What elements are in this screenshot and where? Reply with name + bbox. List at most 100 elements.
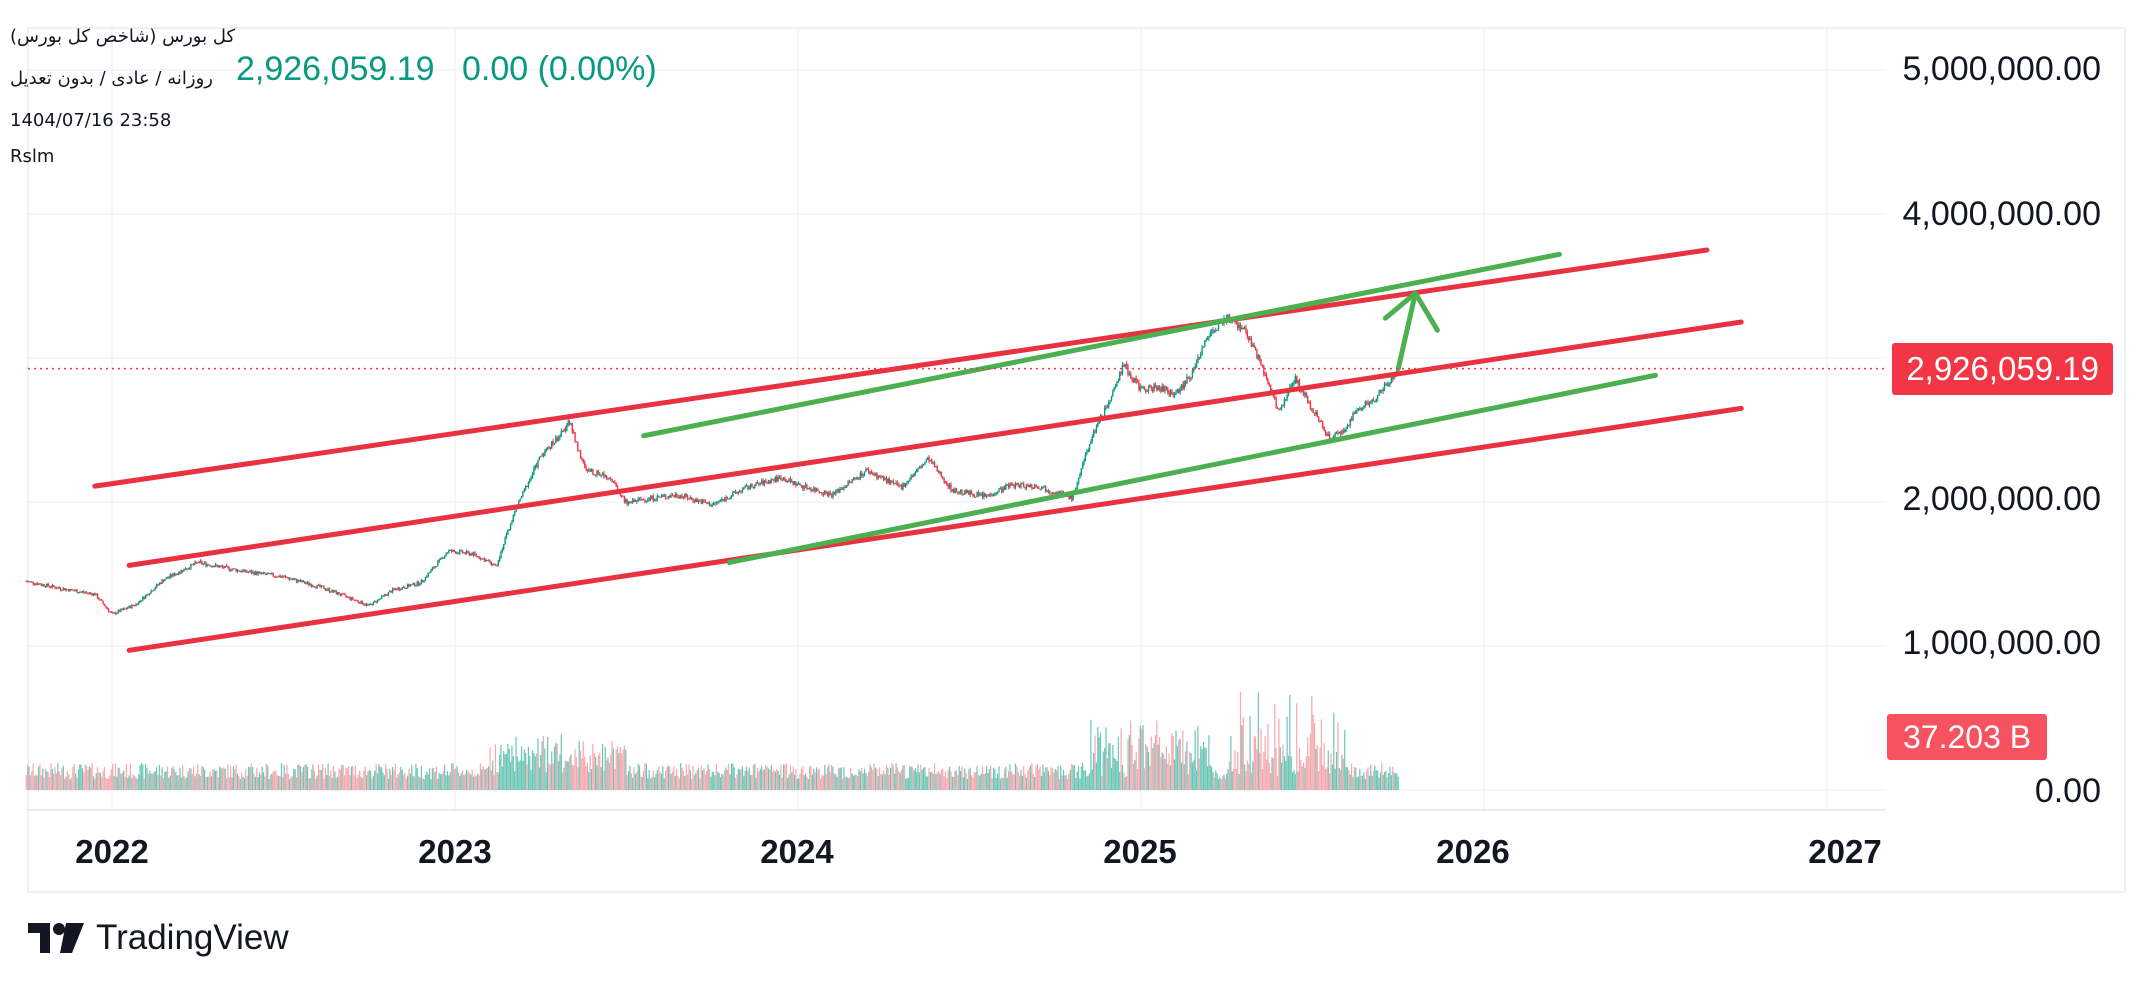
price-candle xyxy=(157,584,159,586)
price-candle xyxy=(652,495,654,501)
price-candle xyxy=(39,583,41,585)
volume-bar xyxy=(55,773,58,790)
volume-bar xyxy=(1392,766,1394,790)
volume-bar xyxy=(691,778,693,790)
volume-bar xyxy=(273,771,276,790)
volume-bar xyxy=(641,777,643,790)
volume-bar xyxy=(917,764,919,790)
volume-bar xyxy=(1338,767,1340,790)
price-candle xyxy=(117,610,119,614)
volume-bar xyxy=(228,777,230,790)
volume-bar xyxy=(846,776,848,790)
price-candle xyxy=(780,477,782,480)
volume-bar xyxy=(729,774,731,790)
volume-bar xyxy=(741,766,744,790)
volume-bar xyxy=(1027,770,1029,790)
volume-bar xyxy=(258,772,261,790)
volume-bar xyxy=(389,768,391,790)
volume-bar xyxy=(548,763,550,790)
volume-bar xyxy=(306,766,309,790)
volume-bar xyxy=(788,774,790,790)
volume-bar xyxy=(892,765,894,790)
price-candle xyxy=(634,500,637,502)
green-arrow-head xyxy=(1382,290,1440,333)
volume-bar xyxy=(586,762,588,790)
chart-settings: روزانه / عادی / بدون تعدیل xyxy=(10,68,213,89)
price-candle xyxy=(631,499,634,503)
price-candle xyxy=(562,430,564,432)
volume-bar xyxy=(1032,773,1034,790)
price-candle xyxy=(301,580,303,583)
volume-bar xyxy=(564,760,567,790)
volume-bar xyxy=(61,767,63,790)
volume-bar xyxy=(1024,774,1026,790)
tradingview-brand[interactable]: TradingView xyxy=(28,918,289,958)
volume-bar xyxy=(241,772,243,790)
price-candle xyxy=(66,589,69,591)
price-candle xyxy=(813,488,815,491)
volume-bar xyxy=(252,766,254,790)
price-candle xyxy=(1267,378,1269,383)
volume-bar xyxy=(887,767,889,790)
volume-bar xyxy=(134,775,136,790)
volume-bar xyxy=(1263,751,1265,790)
volume-bar xyxy=(599,753,601,790)
volume-bar xyxy=(99,772,101,790)
price-candle xyxy=(721,498,723,501)
volume-bar xyxy=(42,768,44,790)
price-candle xyxy=(416,581,418,586)
volume-bar xyxy=(1316,745,1318,790)
price-candle xyxy=(762,480,764,485)
price-candle xyxy=(999,488,1002,490)
volume-bar xyxy=(494,744,497,790)
price-candle xyxy=(1367,402,1369,405)
volume-bar xyxy=(965,773,967,790)
price-candle xyxy=(596,470,598,475)
price-candle xyxy=(910,475,912,480)
price-candle xyxy=(664,495,667,498)
price-candle xyxy=(88,592,91,594)
price-candle xyxy=(877,476,879,479)
volume-bar xyxy=(1160,757,1162,790)
price-candle xyxy=(409,584,412,587)
price-axis-label: 5,000,000.00 xyxy=(1902,50,2101,88)
price-candle xyxy=(317,584,320,586)
volume-bar xyxy=(301,772,303,790)
price-axis-label: 1,000,000.00 xyxy=(1902,624,2101,662)
price-candle xyxy=(122,608,125,610)
volume-bar xyxy=(1145,744,1147,790)
price-candle xyxy=(623,496,626,503)
volume-bar xyxy=(707,764,709,790)
volume-bar xyxy=(385,764,387,790)
volume-bar xyxy=(142,764,144,790)
volume-bar xyxy=(545,772,547,790)
price-candle xyxy=(814,488,816,492)
price-candle xyxy=(1315,411,1317,415)
price-candle xyxy=(1186,376,1188,384)
price-candle xyxy=(932,462,934,464)
price-candle xyxy=(268,573,270,575)
price-candle xyxy=(35,583,37,585)
price-candle xyxy=(310,584,313,587)
volume-bar xyxy=(283,764,285,790)
volume-bar xyxy=(1120,728,1122,790)
price-candle xyxy=(1252,344,1254,347)
price-candle xyxy=(658,495,660,497)
volume-bar xyxy=(1174,759,1176,790)
price-candle xyxy=(442,557,445,559)
price-candle xyxy=(467,551,469,553)
volume-bar xyxy=(837,768,840,790)
price-candle xyxy=(405,588,407,590)
volume-bar xyxy=(411,764,413,790)
price-candle xyxy=(795,481,797,486)
price-candle xyxy=(1160,388,1162,392)
volume-bar xyxy=(354,765,357,790)
volume-bar xyxy=(92,776,95,790)
price-candle xyxy=(1164,386,1166,392)
price-candle xyxy=(994,494,996,496)
trend-channel-drawings[interactable] xyxy=(92,247,1744,653)
price-candle xyxy=(461,550,464,554)
volume-bar xyxy=(1212,771,1214,790)
volume-bar xyxy=(1281,762,1283,790)
